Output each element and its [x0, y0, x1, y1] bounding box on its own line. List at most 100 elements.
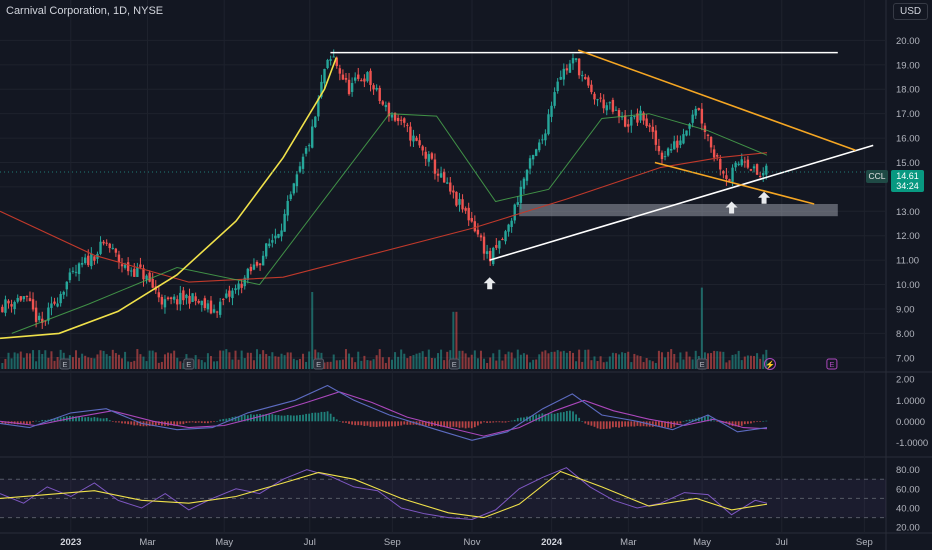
candle-body [608, 102, 612, 104]
volume-bar [645, 358, 648, 369]
macd-histogram-bar [108, 420, 111, 422]
volume-bar [664, 357, 667, 369]
volume-bar [114, 353, 117, 369]
candle-body [513, 204, 516, 221]
candle-body [550, 105, 553, 117]
macd-histogram-bar [240, 415, 243, 422]
candle-body [350, 83, 354, 92]
volume-bar [605, 361, 608, 369]
macd-histogram-bar [203, 421, 206, 424]
macd-histogram-bar [354, 421, 357, 426]
candle-body [218, 301, 222, 315]
earnings-marker-label: E [186, 360, 191, 369]
volume-bar [121, 358, 124, 369]
macd-histogram-bar [114, 421, 117, 423]
volume-bar [538, 354, 541, 369]
price-tick-label: 8.00 [896, 329, 915, 340]
macd-histogram-bar [32, 421, 34, 423]
macd-histogram-bar [75, 416, 77, 422]
macd-histogram-bar [381, 421, 384, 427]
volume-bar [305, 361, 308, 369]
macd-tick-label: 0.0000 [896, 417, 925, 428]
candle-body [725, 175, 728, 180]
volume-bar [56, 357, 59, 369]
volume-bar [311, 292, 314, 369]
candle-body [691, 114, 694, 123]
volume-bar [302, 353, 305, 369]
macd-histogram-bar [504, 421, 507, 423]
macd-histogram-bar [320, 411, 323, 422]
candle-body [614, 109, 618, 111]
price-tick-label: 18.00 [896, 85, 920, 96]
price-tick-label: 10.00 [896, 280, 920, 291]
candle-body [74, 271, 78, 273]
wedge-lower-line [654, 161, 815, 205]
volume-bar [90, 357, 93, 369]
volume-bar [341, 359, 344, 369]
candle-body [584, 76, 587, 80]
macd-histogram-bar [418, 421, 421, 426]
macd-histogram-bar [369, 421, 372, 427]
earnings-marker-label: E [452, 360, 457, 369]
macd-histogram-bar [345, 421, 347, 423]
candle-body [587, 77, 590, 86]
candle-body [709, 137, 713, 148]
volume-bar [222, 350, 225, 369]
macd-histogram-bar [486, 421, 489, 423]
volume-bar [716, 351, 719, 369]
macd-histogram-bar [437, 421, 439, 427]
ticker-badge[interactable]: CCL [866, 170, 888, 183]
candle-body [222, 298, 225, 300]
macd-histogram-bar [565, 411, 568, 422]
macd-histogram-bar [124, 421, 126, 424]
macd-histogram-bar [222, 418, 225, 422]
macd-histogram-bar [185, 421, 188, 423]
candle-body [4, 299, 7, 313]
macd-histogram-bar [615, 421, 617, 428]
volume-bar [486, 362, 489, 369]
macd-histogram-bar [277, 415, 280, 422]
macd-histogram-bar [449, 421, 452, 428]
macd-histogram-bar [455, 421, 458, 428]
candle-body [409, 126, 412, 141]
volume-bar [691, 359, 694, 369]
volume-bar [710, 353, 713, 369]
support-trendline-line [489, 144, 874, 261]
candle-body [102, 241, 105, 244]
volume-bar [627, 351, 630, 369]
volume-bar [375, 355, 378, 369]
volume-bar [369, 360, 372, 369]
candle-body [498, 240, 501, 249]
candle-body [93, 256, 96, 261]
candle-body [261, 255, 265, 266]
macd-histogram-bar [507, 421, 510, 422]
macd-histogram-bar [4, 421, 7, 425]
volume-bar [136, 349, 139, 369]
candle-body [71, 270, 75, 272]
candle-body [510, 220, 513, 227]
macd-histogram-bar [707, 415, 709, 422]
candle-body [577, 58, 581, 76]
candle-body [427, 154, 431, 162]
macd-histogram-bar [130, 421, 133, 425]
macd-histogram-bar [262, 414, 265, 422]
volume-bar [225, 349, 228, 369]
support-zone [519, 203, 838, 217]
macd-histogram-bar [234, 416, 237, 422]
rsi-ma-line [0, 470, 768, 519]
candle-body [507, 224, 510, 232]
macd-histogram-bar [596, 421, 599, 429]
price-tick-label: 20.00 [896, 36, 920, 47]
macd-histogram-bar [256, 414, 258, 422]
candle-body [277, 233, 280, 238]
candle-body [344, 77, 348, 80]
earnings-marker-label: E [316, 360, 321, 369]
volume-bar [277, 356, 280, 369]
candle-body [663, 156, 667, 158]
volume-bar [271, 352, 274, 369]
macd-histogram-bar [329, 413, 332, 422]
currency-button[interactable]: USD [893, 3, 929, 20]
candle-body [657, 145, 661, 152]
candle-body [188, 295, 191, 304]
